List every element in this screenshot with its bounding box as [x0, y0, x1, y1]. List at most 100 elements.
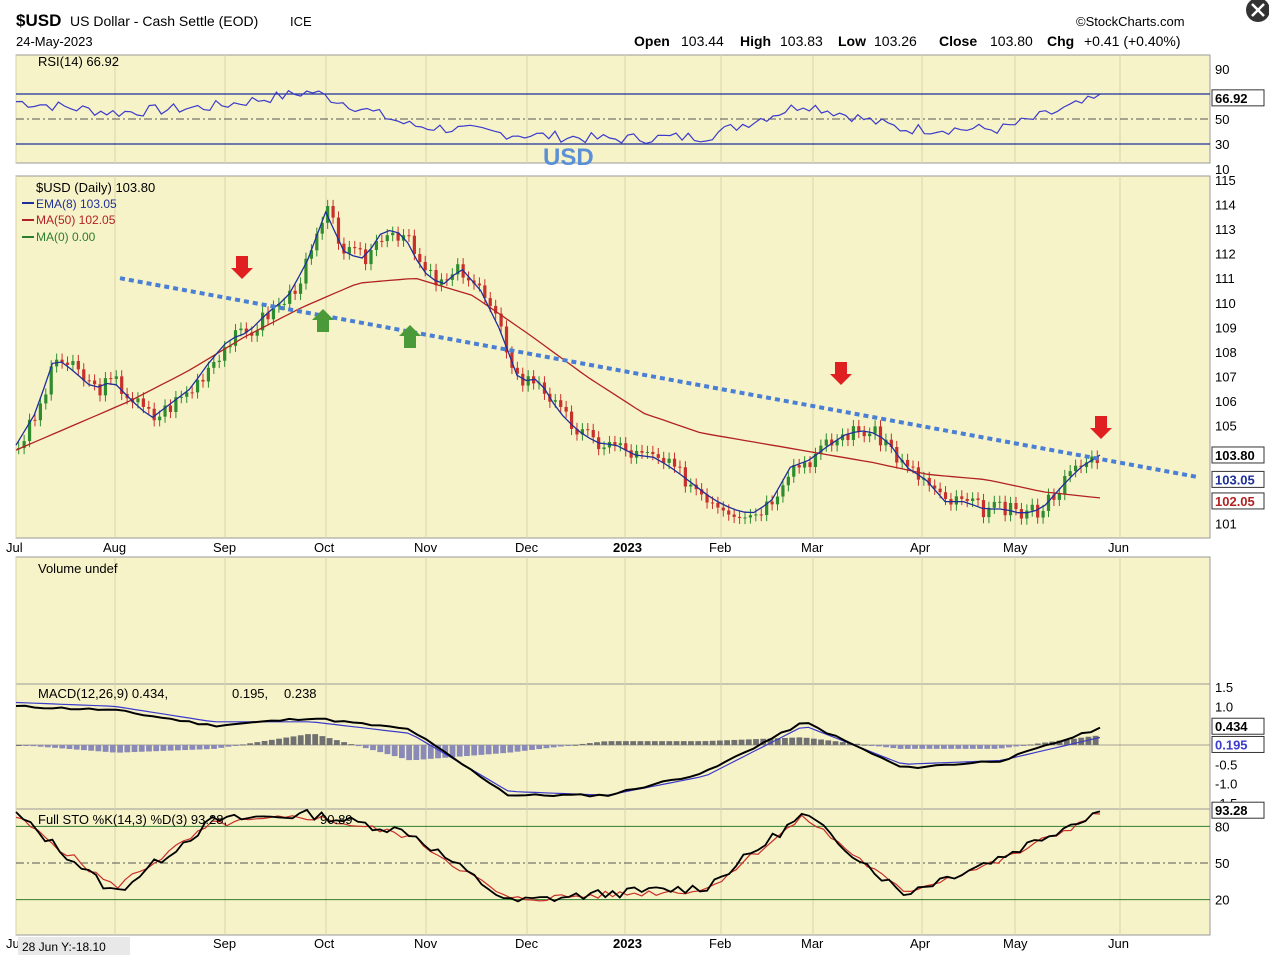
- macd-histogram-bar: [333, 740, 340, 745]
- candle-body: [721, 507, 725, 511]
- macd-histogram-bar: [796, 737, 803, 745]
- candle-body: [965, 498, 969, 502]
- usd-annotation: USD: [543, 144, 594, 171]
- candle-body: [618, 443, 622, 446]
- candle-body: [87, 380, 91, 382]
- macd-histogram-bar: [550, 745, 557, 748]
- macd-histogram-bar: [565, 745, 572, 746]
- macd-histogram-bar: [297, 735, 304, 745]
- macd-histogram-bar: [984, 745, 991, 749]
- macd-histogram-bar: [651, 741, 658, 745]
- candle-body: [445, 279, 449, 281]
- macd-histogram-bar: [507, 745, 514, 753]
- close-value-tag: 103.80: [1215, 448, 1255, 463]
- down-arrow-icon: [1090, 416, 1112, 439]
- x-tick-label: May: [1003, 936, 1028, 951]
- macd-histogram-bar: [623, 741, 629, 745]
- candle-body: [195, 379, 200, 393]
- ema-value-tag-box: [1211, 470, 1265, 488]
- macd-histogram-bar: [912, 745, 918, 749]
- candle-body: [326, 206, 330, 223]
- candle-body: [732, 514, 736, 517]
- price-y-tick: 111: [1215, 271, 1235, 286]
- macd-histogram-bar: [391, 745, 398, 757]
- candle-body: [412, 235, 416, 255]
- macd-histogram-bar: [88, 745, 95, 751]
- candle-body: [109, 378, 113, 380]
- candle-body: [27, 419, 32, 442]
- candle-body: [987, 507, 991, 518]
- candle-body: [244, 328, 248, 333]
- candle-body: [835, 440, 839, 446]
- candle-body: [656, 454, 660, 458]
- macd-histogram-bar: [95, 745, 102, 752]
- macd-histogram-bar: [355, 745, 362, 747]
- chart-date: 24-May-2023: [16, 34, 93, 49]
- candle-body: [727, 510, 731, 515]
- macd-histogram-bar: [478, 745, 485, 755]
- candle-body: [374, 240, 379, 250]
- macd-histogram-bar: [413, 745, 420, 760]
- candle-body: [434, 269, 438, 286]
- macd-line: [15, 704, 1101, 798]
- macd-histogram-bar: [189, 745, 196, 750]
- macd-histogram-bar: [955, 745, 962, 749]
- macd-histogram-bar: [774, 738, 781, 745]
- macd-histogram-bar: [240, 744, 246, 746]
- candle-body: [38, 403, 42, 421]
- candle-body: [320, 222, 324, 234]
- macd-histogram-bar: [941, 745, 947, 749]
- macd-histogram-bar: [370, 745, 376, 751]
- rsi-y-tick: 50: [1215, 112, 1229, 127]
- candle-body: [998, 501, 1002, 503]
- price-y-tick: 114: [1215, 198, 1236, 213]
- macd-histogram-bar: [644, 741, 651, 745]
- candle-body: [71, 361, 75, 365]
- candle-body: [846, 434, 850, 440]
- candle-body: [705, 494, 709, 503]
- chg-value: +0.41 (+0.40%): [1084, 33, 1181, 49]
- ema8-line: [15, 210, 1101, 514]
- macd-histogram-bar: [789, 737, 796, 745]
- macd-histogram-bar: [59, 745, 66, 749]
- macd-histogram-bar: [485, 745, 492, 755]
- open-label: Open: [634, 33, 670, 49]
- macd-histogram-bar: [341, 742, 347, 745]
- candle-body: [1074, 465, 1078, 472]
- candle-body: [759, 514, 763, 516]
- macd-histogram-bar: [377, 745, 384, 753]
- macd-histogram-bar: [420, 745, 427, 760]
- candle-body: [683, 467, 687, 487]
- sto-d-legend: 90.89: [320, 812, 353, 827]
- rsi-line: [15, 89, 1101, 145]
- ma50-legend: MA(50) 102.05: [36, 213, 116, 227]
- candle-body: [662, 457, 666, 463]
- candle-body: [363, 249, 368, 265]
- candle-body: [261, 312, 265, 331]
- candle-body: [1079, 465, 1083, 467]
- price-y-tick: 109: [1215, 320, 1237, 335]
- candle-body: [315, 233, 319, 251]
- candle-body: [580, 429, 584, 435]
- macd-histogram-bar: [745, 739, 752, 745]
- macd-histogram-bar: [601, 741, 608, 745]
- x-tick-label: 2023: [613, 936, 642, 951]
- candle-body: [526, 376, 530, 386]
- close-window-icon[interactable]: [1246, 0, 1269, 22]
- macd-histogram-bar: [174, 745, 181, 751]
- macd-y-tick: -1.0: [1215, 777, 1237, 792]
- brand: ©StockCharts.com: [1076, 14, 1185, 29]
- macd-histogram-bar: [427, 745, 434, 759]
- rsi-value-tag-box: [1211, 89, 1265, 107]
- macd-value-tag-box: [1211, 717, 1265, 735]
- candle-body: [483, 285, 487, 299]
- candle-body: [271, 306, 276, 320]
- macd-histogram-bar: [514, 745, 521, 752]
- macd-signal-legend: 0.195,: [232, 686, 268, 701]
- macd-histogram-bar: [558, 745, 564, 747]
- macd-histogram-bar: [66, 745, 73, 749]
- candle-body: [1068, 471, 1072, 476]
- close-label: Close: [939, 33, 977, 49]
- macd-histogram-bar: [594, 742, 600, 745]
- x-tick-label: May: [1003, 540, 1028, 555]
